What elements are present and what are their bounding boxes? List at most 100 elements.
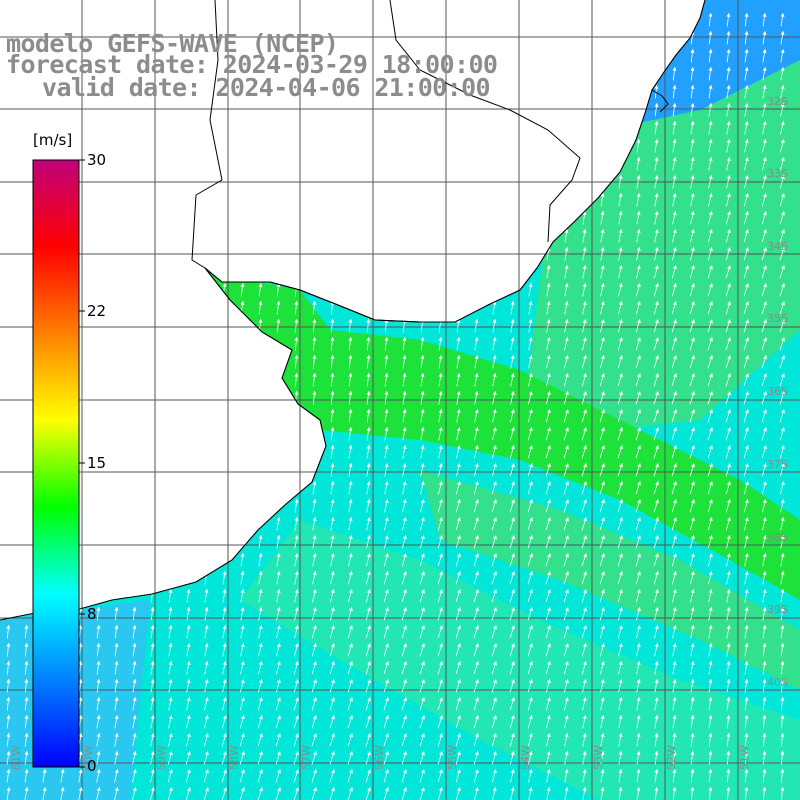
land-area (0, 0, 705, 620)
wind-arrow (186, 660, 191, 675)
wind-arrow (168, 750, 173, 765)
wind-arrow (491, 625, 497, 639)
wind-arrow (204, 660, 209, 675)
wind-arrow (690, 138, 695, 153)
wind-arrow (672, 714, 677, 729)
wind-arrow (186, 714, 191, 729)
wind-arrow (707, 301, 713, 315)
wind-arrow (150, 588, 155, 603)
longitude-label: 53W (592, 745, 605, 770)
wind-arrow (527, 499, 533, 513)
wind-arrow (635, 588, 641, 603)
wind-arrow (599, 642, 605, 657)
wind-arrow (330, 552, 335, 567)
wind-arrow (402, 372, 407, 387)
wind-arrow (761, 265, 767, 279)
wind-arrow (599, 499, 605, 513)
wind-arrow (618, 210, 623, 225)
wind-arrow (510, 786, 515, 800)
wind-arrow (509, 553, 515, 567)
wind-arrow (294, 318, 299, 333)
wind-arrow (672, 696, 677, 711)
wind-arrow (653, 499, 659, 513)
wind-arrow (383, 751, 389, 765)
wind-arrow (366, 318, 371, 333)
wind-arrow (617, 355, 623, 369)
wind-arrow (293, 642, 299, 657)
wind-arrow (636, 732, 641, 747)
wind-arrow (653, 481, 659, 495)
wind-arrow (366, 336, 371, 351)
wind-arrow (239, 733, 245, 747)
wind-arrow (636, 210, 641, 225)
wind-arrow (708, 48, 713, 63)
wind-arrow (743, 229, 749, 243)
wind-arrow (726, 534, 731, 549)
wind-arrow (419, 589, 425, 603)
wind-arrow (744, 624, 749, 639)
wind-arrow (239, 714, 245, 729)
wind-arrow (762, 588, 767, 603)
longitude-label: 57W (300, 745, 313, 770)
wind-arrow (672, 174, 677, 189)
wind-arrow (222, 660, 227, 675)
wind-arrow (402, 462, 407, 477)
wind-arrow (204, 606, 209, 621)
wind-arrow (780, 714, 785, 729)
wind-arrow (780, 606, 785, 621)
wind-arrow (132, 786, 137, 800)
wind-arrow (329, 733, 335, 747)
wind-arrow (114, 696, 119, 711)
wind-arrow (437, 553, 443, 567)
wind-arrow (653, 319, 659, 333)
wind-arrow (455, 679, 461, 693)
wind-arrow (707, 373, 713, 387)
wind-arrow (744, 552, 749, 567)
wind-arrow (635, 318, 641, 333)
wind-arrow (600, 318, 605, 333)
wind-arrow (383, 679, 389, 693)
wind-arrow (527, 696, 533, 711)
wind-arrow (582, 210, 587, 225)
wind-arrow (582, 732, 587, 747)
wind-arrow (743, 498, 749, 513)
wind-arrow (168, 678, 173, 693)
wind-arrow (654, 228, 659, 243)
wind-arrow (240, 552, 245, 567)
wind-arrow (456, 336, 461, 351)
wind-arrow (581, 589, 587, 603)
wind-arrow (672, 606, 677, 621)
wind-arrow (383, 733, 389, 747)
wind-arrow (761, 174, 767, 189)
wind-arrow (527, 408, 533, 423)
wind-arrow (690, 156, 695, 171)
wind-arrow (564, 750, 569, 765)
wind-arrow (365, 733, 371, 747)
wind-arrow (654, 120, 659, 135)
wind-arrow (240, 624, 245, 639)
wind-arrow (780, 534, 785, 549)
wind-arrow (635, 535, 641, 549)
wind-arrow (780, 696, 785, 711)
wind-arrow (780, 516, 785, 531)
wind-arrow (707, 499, 713, 513)
wind-arrow (401, 715, 407, 729)
wind-arrow (635, 355, 641, 369)
wind-arrow (545, 535, 551, 549)
wind-arrow (779, 301, 785, 315)
wind-arrow (257, 678, 263, 693)
wind-arrow (528, 300, 533, 315)
wind-arrow (635, 517, 641, 531)
wind-arrow (528, 768, 533, 783)
longitude-label: 61W (10, 745, 23, 770)
wind-arrow (690, 66, 695, 81)
wind-arrow (599, 336, 605, 351)
wind-arrow (780, 30, 785, 45)
wind-arrow (582, 246, 587, 261)
wind-arrow (671, 301, 677, 315)
wind-arrow (419, 534, 425, 549)
wind-arrow (419, 643, 425, 657)
wind-arrow (725, 265, 731, 279)
wind-arrow (599, 445, 605, 459)
wind-arrow (672, 732, 677, 747)
